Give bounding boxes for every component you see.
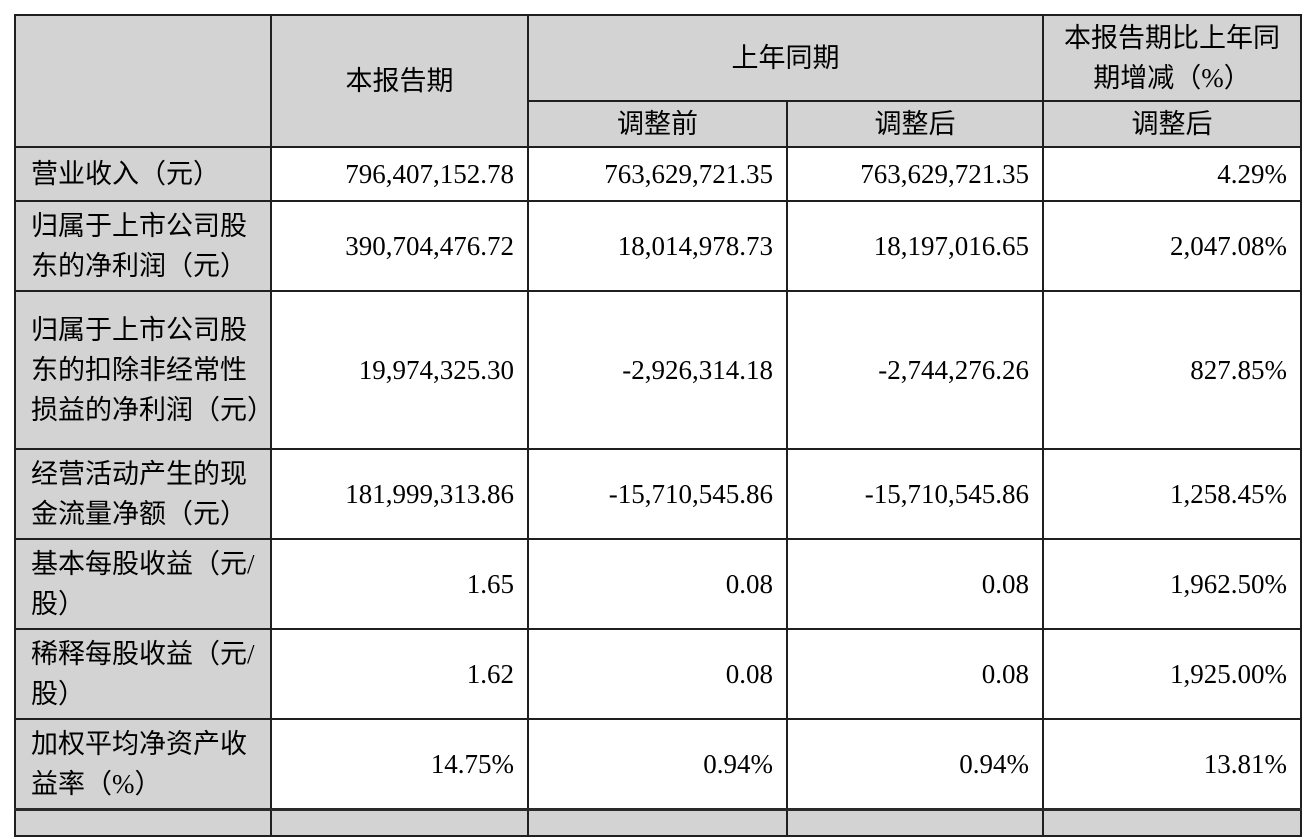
row-label: 归属于上市公司股东的扣除非经常性损益的净利润（元） bbox=[14, 290, 272, 450]
value-prior-before: 0.08 bbox=[527, 538, 788, 630]
value-yoy: 4.29% bbox=[1042, 146, 1302, 202]
header-prior-period-group: 上年同期 bbox=[527, 14, 1044, 102]
value-prior-after: 0.94% bbox=[786, 718, 1044, 811]
value-current: 1.65 bbox=[270, 538, 529, 630]
row-label: 基本每股收益（元/股） bbox=[14, 538, 272, 630]
header-yoy-change-group: 本报告期比上年同期增减（%） bbox=[1042, 14, 1302, 102]
subheader-before-adjust: 调整前 bbox=[527, 100, 788, 148]
partial-cell bbox=[1042, 808, 1302, 837]
value-prior-after: 763,629,721.35 bbox=[786, 146, 1044, 202]
corner-header-cell bbox=[14, 14, 272, 148]
subheader-after-adjust: 调整后 bbox=[786, 100, 1044, 148]
partial-cell bbox=[786, 808, 1044, 837]
table-row-operating-cash-flow: 经营活动产生的现金流量净额（元） 181,999,313.86 -15,710,… bbox=[14, 448, 1302, 540]
value-current: 19,974,325.30 bbox=[270, 290, 529, 450]
value-prior-before: 763,629,721.35 bbox=[527, 146, 788, 202]
financial-summary-table: 本报告期 上年同期 本报告期比上年同期增减（%） 调整前 调整后 调整后 营业收… bbox=[14, 14, 1302, 837]
value-current: 14.75% bbox=[270, 718, 529, 811]
value-prior-before: 0.08 bbox=[527, 628, 788, 720]
value-yoy: 13.81% bbox=[1042, 718, 1302, 811]
row-label: 归属于上市公司股东的净利润（元） bbox=[14, 200, 272, 292]
value-prior-after: -15,710,545.86 bbox=[786, 448, 1044, 540]
table-row-diluted-eps: 稀释每股收益（元/股） 1.62 0.08 0.08 1,925.00% bbox=[14, 628, 1302, 720]
value-yoy: 1,962.50% bbox=[1042, 538, 1302, 630]
table-row-weighted-avg-roe: 加权平均净资产收益率（%） 14.75% 0.94% 0.94% 13.81% bbox=[14, 718, 1302, 811]
value-prior-after: -2,744,276.26 bbox=[786, 290, 1044, 450]
value-current: 390,704,476.72 bbox=[270, 200, 529, 292]
value-yoy: 827.85% bbox=[1042, 290, 1302, 450]
value-current: 796,407,152.78 bbox=[270, 146, 529, 202]
row-label: 加权平均净资产收益率（%） bbox=[14, 718, 272, 811]
partial-next-row bbox=[14, 808, 1302, 837]
row-label: 稀释每股收益（元/股） bbox=[14, 628, 272, 720]
subheader-yoy-after-adjust: 调整后 bbox=[1042, 100, 1302, 148]
value-current: 1.62 bbox=[270, 628, 529, 720]
value-prior-after: 0.08 bbox=[786, 628, 1044, 720]
value-yoy: 2,047.08% bbox=[1042, 200, 1302, 292]
value-prior-before: 0.94% bbox=[527, 718, 788, 811]
partial-cell bbox=[14, 808, 272, 837]
value-prior-before: 18,014,978.73 bbox=[527, 200, 788, 292]
value-current: 181,999,313.86 bbox=[270, 448, 529, 540]
partial-cell bbox=[527, 808, 788, 837]
header-yoy-change-text: 本报告期比上年同期增减（%） bbox=[1064, 23, 1280, 93]
table-row-basic-eps: 基本每股收益（元/股） 1.65 0.08 0.08 1,962.50% bbox=[14, 538, 1302, 630]
row-label: 经营活动产生的现金流量净额（元） bbox=[14, 448, 272, 540]
financial-summary-section: 本报告期 上年同期 本报告期比上年同期增减（%） 调整前 调整后 调整后 营业收… bbox=[14, 14, 1302, 837]
value-yoy: 1,925.00% bbox=[1042, 628, 1302, 720]
partial-cell bbox=[270, 808, 529, 837]
value-prior-before: -15,710,545.86 bbox=[527, 448, 788, 540]
table-row-net-profit: 归属于上市公司股东的净利润（元） 390,704,476.72 18,014,9… bbox=[14, 200, 1302, 292]
value-yoy: 1,258.45% bbox=[1042, 448, 1302, 540]
table-row-net-profit-excl-nonrecurring: 归属于上市公司股东的扣除非经常性损益的净利润（元） 19,974,325.30 … bbox=[14, 290, 1302, 450]
value-prior-after: 0.08 bbox=[786, 538, 1044, 630]
table-row-revenue: 营业收入（元） 796,407,152.78 763,629,721.35 76… bbox=[14, 146, 1302, 202]
value-prior-before: -2,926,314.18 bbox=[527, 290, 788, 450]
row-label: 营业收入（元） bbox=[14, 146, 272, 202]
header-current-period: 本报告期 bbox=[270, 14, 529, 148]
value-prior-after: 18,197,016.65 bbox=[786, 200, 1044, 292]
